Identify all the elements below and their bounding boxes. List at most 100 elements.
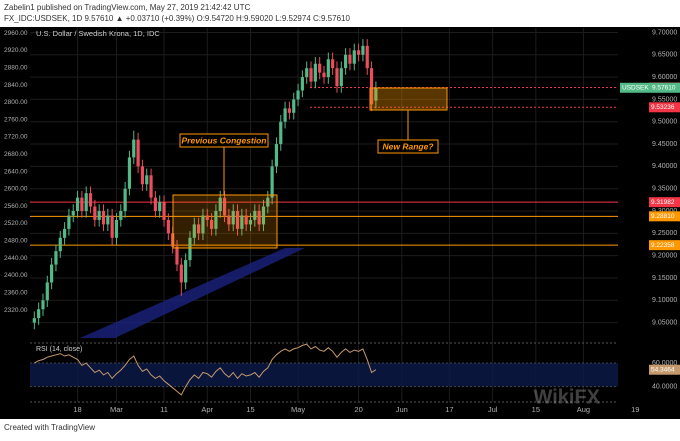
y2-tick-label: 2720.00 (4, 134, 28, 141)
candle-body (365, 45, 369, 69)
candle-body (32, 318, 36, 323)
candle-body (270, 166, 274, 198)
x-tick-label: Apr (201, 405, 213, 414)
candle-body (97, 211, 101, 220)
candle-body (88, 193, 93, 207)
y2-tick-label: 2960.00 (4, 30, 28, 37)
candle-body (162, 202, 166, 220)
candle-body (339, 68, 343, 87)
candle-body (45, 282, 49, 301)
candle-body (197, 224, 201, 234)
candle-body (58, 237, 62, 252)
channel-band (80, 248, 305, 338)
candle-body (132, 139, 136, 158)
x-tick-label: May (291, 405, 305, 414)
rsi-band (30, 363, 618, 387)
candle-body (335, 68, 339, 87)
rsi-title: RSI (14, close) (36, 346, 82, 353)
candle-body (253, 211, 257, 220)
y2-tick-label: 2640.00 (4, 168, 28, 175)
x-tick-label: 15 (246, 405, 254, 414)
annotation-box (377, 139, 439, 154)
candle-body (37, 309, 41, 319)
y2-tick-label: 2880.00 (4, 65, 28, 72)
y-tick-label: 9.40000 (652, 163, 677, 170)
y2-tick-label: 2400.00 (4, 272, 28, 279)
x-tick-label: 19 (631, 405, 639, 414)
candle-body (313, 63, 317, 82)
x-tick-label: 17 (445, 405, 453, 414)
candle-body (93, 206, 97, 220)
y2-tick-label: 2840.00 (4, 82, 28, 89)
candle-body (205, 215, 209, 220)
y2-tick-label: 2800.00 (4, 99, 28, 106)
x-tick-label: 15 (532, 405, 540, 414)
candle-body (296, 90, 300, 100)
x-tick-label: Jul (488, 405, 498, 414)
rsi-last-label: 54.3464 (651, 366, 675, 373)
candle-body (227, 215, 231, 225)
rsi-tick-label: 60.0000 (652, 360, 677, 367)
y-tick-label: 9.05000 (652, 319, 677, 326)
x-tick-label: 11 (160, 405, 168, 414)
candle-body (279, 121, 283, 145)
author-line: Zabelin1 published on TradingView.com, M… (4, 3, 250, 12)
candle-body (62, 228, 67, 238)
candle-body (344, 54, 348, 69)
candle-body (322, 72, 326, 78)
x-tick-label: Mar (110, 405, 123, 414)
y2-tick-label: 2560.00 (4, 203, 28, 210)
candle-body (305, 68, 309, 78)
last-price-tag (620, 82, 680, 93)
x-tick-label: Aug (577, 405, 590, 414)
y-tick-label: 9.45000 (652, 141, 677, 148)
candle-body (140, 166, 145, 185)
range-box (369, 87, 448, 111)
candle-body (309, 68, 313, 82)
candle-body (136, 139, 140, 167)
candle-body (266, 197, 270, 207)
candle-body (374, 87, 378, 101)
candle-body (318, 63, 322, 73)
y2-tick-label: 2360.00 (4, 289, 28, 296)
candle-body (192, 224, 196, 238)
candle-body (166, 219, 170, 234)
last-price-symbol: USDSEK (622, 84, 649, 91)
rsi-tick-label: 40.0000 (652, 384, 677, 391)
candle-body (71, 211, 75, 216)
candle-body (257, 211, 261, 225)
annotation-text: Previous Congestion (181, 135, 266, 145)
candle-body (261, 206, 266, 225)
candle-body (106, 215, 110, 225)
last-price-label: 9.57610 (652, 84, 676, 91)
candle-body (145, 175, 149, 185)
rsi-tag (649, 364, 680, 375)
y2-tick-label: 2920.00 (4, 47, 28, 54)
candle-body (175, 246, 179, 265)
candle-body (326, 59, 330, 78)
y-tick-label: 9.10000 (652, 297, 677, 304)
candle-body (356, 50, 361, 55)
watermark: WikiFX (534, 386, 601, 408)
candle-body (80, 197, 84, 212)
rsi-line (34, 343, 377, 396)
candle-body (119, 211, 123, 220)
candle-body (300, 77, 304, 91)
candle-body (153, 197, 157, 212)
candle-body (127, 157, 132, 189)
candle-body (352, 50, 356, 64)
candle-body (244, 215, 248, 225)
price-tag (649, 211, 680, 222)
candle-body (292, 99, 296, 113)
y-tick-label: 9.50000 (652, 119, 677, 126)
price-tag (649, 102, 680, 113)
candle-body (274, 144, 279, 167)
x-tick-label: 18 (73, 405, 81, 414)
annotation-text: New Range? (382, 141, 434, 151)
candle-body (179, 264, 183, 283)
price-tag (649, 240, 680, 251)
y-tick-label: 9.55000 (652, 96, 677, 103)
y2-tick-label: 2480.00 (4, 238, 28, 245)
candle-body (287, 108, 292, 113)
